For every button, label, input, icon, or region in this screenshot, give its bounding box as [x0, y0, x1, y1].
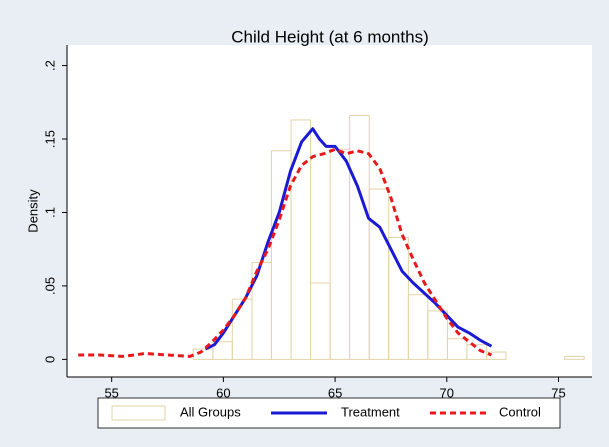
- y-tick-label: 0: [42, 356, 57, 363]
- plot-area: [67, 45, 592, 377]
- x-tick-label: 55: [104, 385, 118, 400]
- histogram-bar: [290, 119, 312, 360]
- histogram-bar: [427, 310, 448, 360]
- x-tick-label: 60: [216, 385, 230, 400]
- legend-label: Control: [499, 404, 541, 419]
- x-tick-label: 65: [328, 385, 342, 400]
- density-line: [78, 147, 493, 358]
- histogram-bar: [564, 355, 585, 360]
- legend-label: Treatment: [341, 404, 400, 419]
- y-axis-label: Density: [25, 189, 40, 233]
- y-tick-label: .15: [42, 130, 57, 148]
- x-tick-label: 70: [440, 385, 454, 400]
- histogram-bar: [486, 351, 507, 360]
- y-tick-label: .1: [42, 207, 57, 218]
- legend-label: All Groups: [180, 404, 241, 419]
- chart-title: Child Height (at 6 months): [231, 27, 428, 46]
- y-tick-label: .05: [42, 277, 57, 295]
- x-tick-label: 75: [551, 385, 565, 400]
- legend-key: [111, 405, 166, 421]
- legend: [97, 397, 561, 429]
- y-tick-label: .2: [42, 60, 57, 71]
